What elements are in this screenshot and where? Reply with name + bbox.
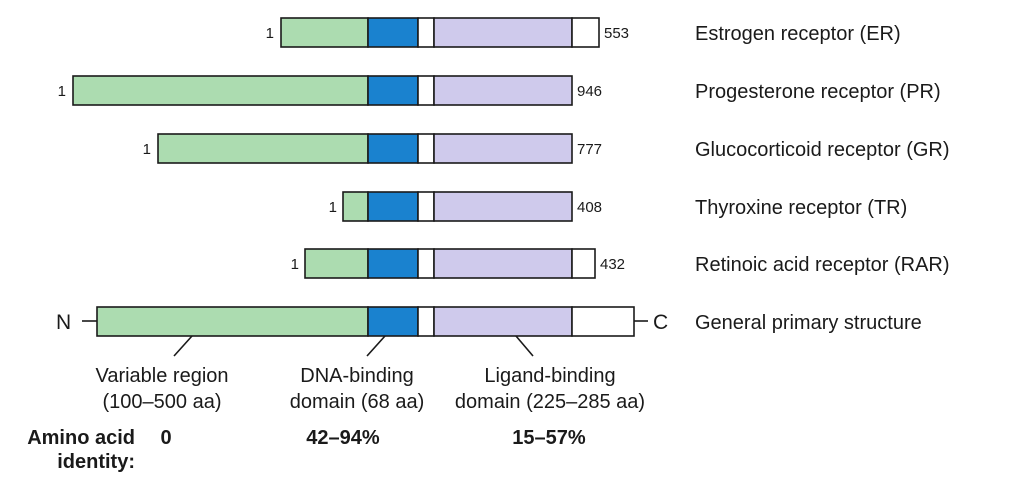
- pr-receptor-name: Progesterone receptor (PR): [695, 81, 941, 103]
- er-receptor-name: Estrogen receptor (ER): [695, 23, 901, 45]
- dna-binding-identity: 42–94%: [306, 427, 380, 449]
- tr-start-residue: 1: [329, 199, 337, 216]
- er-variable-region: [280, 17, 369, 48]
- rar-start-residue: 1: [291, 256, 299, 273]
- pr-ligand-binding-domain: [433, 75, 573, 106]
- rar-end-residue: 432: [600, 256, 625, 273]
- pr-hinge-region: [417, 75, 435, 106]
- general-hinge-region: [417, 306, 435, 337]
- ligand-binding-pointer: [515, 335, 534, 357]
- pr-end-residue: 946: [577, 83, 602, 100]
- general-c-terminal-region: [571, 306, 635, 337]
- receptor-row-er: 1 553 Estrogen receptor (ER): [266, 17, 901, 48]
- rar-dna-binding-domain: [367, 248, 419, 279]
- er-ligand-binding-domain: [433, 17, 573, 48]
- er-dna-binding-domain: [367, 17, 419, 48]
- identity-label-line1: Amino acid: [27, 427, 135, 449]
- variable-region-pointer: [173, 335, 193, 357]
- identity-label-line2: identity:: [57, 451, 135, 473]
- receptor-row-tr: 1 408 Thyroxine receptor (TR): [329, 191, 907, 222]
- general-dna-binding-domain: [367, 306, 419, 337]
- n-terminus-label: N: [56, 311, 71, 334]
- tr-hinge-region: [417, 191, 435, 222]
- tr-ligand-binding-domain: [433, 191, 573, 222]
- ligand-binding-identity: 15–57%: [512, 427, 586, 449]
- tr-dna-binding-domain: [367, 191, 419, 222]
- general-structure-row: N C General primary structure: [56, 306, 922, 337]
- dna-binding-size: domain (68 aa): [290, 391, 425, 413]
- general-structure-name: General primary structure: [695, 312, 922, 334]
- er-hinge-region: [417, 17, 435, 48]
- general-variable-region: [96, 306, 369, 337]
- gr-dna-binding-domain: [367, 133, 419, 164]
- gr-start-residue: 1: [143, 141, 151, 158]
- receptor-row-rar: 1 432 Retinoic acid receptor (RAR): [291, 248, 950, 279]
- er-c-terminal-region: [571, 17, 600, 48]
- c-terminus-label: C: [653, 311, 668, 334]
- dna-binding-pointer: [366, 335, 386, 357]
- variable-region-label: Variable region: [95, 365, 228, 387]
- ligand-binding-size: domain (225–285 aa): [455, 391, 645, 413]
- receptor-row-pr: 1 946 Progesterone receptor (PR): [58, 75, 941, 106]
- er-end-residue: 553: [604, 25, 629, 42]
- variable-region-identity: 0: [160, 427, 171, 449]
- pr-variable-region: [72, 75, 369, 106]
- gr-variable-region: [157, 133, 369, 164]
- rar-hinge-region: [417, 248, 435, 279]
- rar-c-terminal-region: [571, 248, 596, 279]
- rar-receptor-name: Retinoic acid receptor (RAR): [695, 254, 950, 276]
- receptor-row-gr: 1 777 Glucocorticoid receptor (GR): [143, 133, 950, 164]
- ligand-binding-label: Ligand-binding: [484, 365, 615, 387]
- pr-dna-binding-domain: [367, 75, 419, 106]
- variable-region-size: (100–500 aa): [103, 391, 222, 413]
- rar-ligand-binding-domain: [433, 248, 573, 279]
- rar-variable-region: [304, 248, 369, 279]
- gr-end-residue: 777: [577, 141, 602, 158]
- gr-receptor-name: Glucocorticoid receptor (GR): [695, 139, 950, 161]
- general-ligand-binding-domain: [433, 306, 573, 337]
- tr-end-residue: 408: [577, 199, 602, 216]
- gr-hinge-region: [417, 133, 435, 164]
- pr-start-residue: 1: [58, 83, 66, 100]
- er-start-residue: 1: [266, 25, 274, 42]
- region-labels: Variable region (100–500 aa) DNA-binding…: [95, 365, 645, 413]
- dna-binding-label: DNA-binding: [300, 365, 413, 387]
- tr-receptor-name: Thyroxine receptor (TR): [695, 197, 907, 219]
- gr-ligand-binding-domain: [433, 133, 573, 164]
- tr-variable-region: [342, 191, 369, 222]
- amino-acid-identity-row: Amino acid identity: 0 42–94% 15–57%: [27, 427, 586, 473]
